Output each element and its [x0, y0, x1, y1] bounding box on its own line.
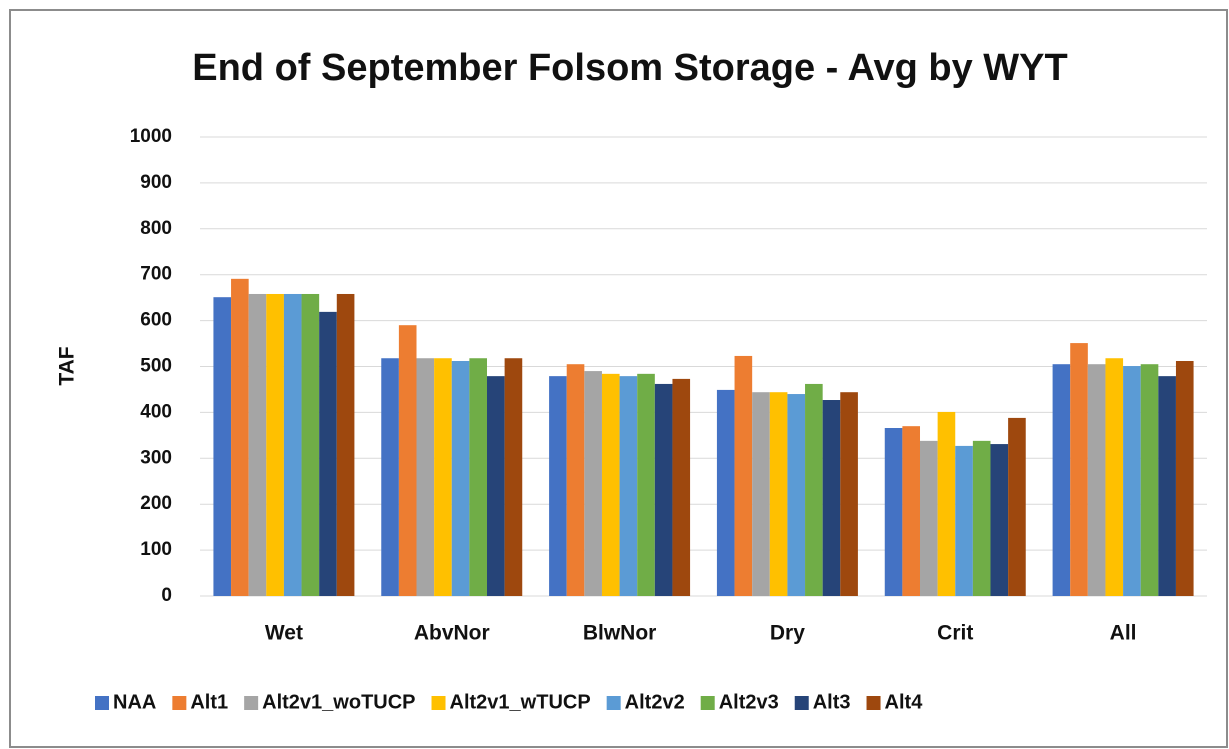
bar: [469, 358, 487, 596]
bar: [716, 389, 735, 596]
legend-label: Alt3: [813, 691, 851, 713]
legend-label: Alt2v3: [719, 691, 779, 713]
y-axis-label: TAF: [56, 346, 79, 385]
legend-swatch: [431, 696, 446, 710]
bar: [566, 364, 585, 596]
bar: [248, 293, 267, 596]
bar: [504, 358, 523, 596]
bar: [990, 444, 1009, 596]
x-tick-label: AbvNor: [414, 622, 490, 645]
bar: [213, 297, 232, 596]
bar: [451, 360, 470, 596]
bar: [486, 376, 505, 596]
chart-title: End of September Folsom Storage - Avg by…: [192, 47, 1067, 89]
x-tick-label: Crit: [937, 622, 973, 645]
legend-label: Alt2v2: [625, 691, 685, 713]
bar: [752, 392, 770, 596]
bar: [301, 293, 320, 596]
bar: [416, 358, 435, 596]
x-tick-label: Dry: [770, 622, 805, 645]
bar: [1087, 364, 1106, 596]
y-tick-label: 300: [140, 447, 172, 468]
legend-label: Alt2v1_wTUCP: [450, 691, 591, 713]
bar: [920, 440, 938, 596]
legend-swatch: [606, 696, 621, 710]
bar: [654, 383, 673, 596]
bar: [1175, 360, 1194, 596]
bar: [584, 371, 602, 596]
legend-swatch: [95, 696, 109, 710]
bar: [266, 293, 284, 596]
y-tick-label: 200: [140, 493, 172, 514]
bar: [1070, 343, 1088, 596]
bar: [1008, 417, 1026, 596]
bar: [1052, 364, 1071, 596]
y-tick-label: 0: [161, 585, 172, 606]
bar: [840, 392, 858, 596]
bar: [434, 358, 452, 596]
bar: [1140, 364, 1159, 596]
y-tick-label: 600: [140, 310, 172, 331]
bar: [805, 383, 823, 596]
legend-swatch: [700, 696, 715, 710]
bar: [1123, 366, 1141, 596]
x-tick-label: BlwNor: [583, 622, 657, 645]
bar: [787, 394, 806, 596]
x-tick-label: Wet: [265, 622, 303, 645]
bar: [637, 373, 655, 596]
bar: [619, 376, 638, 596]
legend-swatch: [172, 696, 187, 710]
y-tick-label: 700: [140, 264, 172, 285]
bar: [734, 355, 753, 596]
y-tick-label: 800: [140, 218, 172, 239]
bar: [884, 428, 903, 596]
bar: [336, 293, 355, 596]
legend-swatch: [794, 696, 809, 710]
bar: [769, 392, 788, 596]
bar: [902, 426, 921, 596]
y-tick-label: 1000: [130, 126, 172, 147]
bar: [672, 378, 691, 596]
bar: [319, 311, 337, 596]
bar: [1105, 358, 1124, 596]
bar: [549, 376, 567, 596]
legend-swatch: [866, 696, 881, 710]
legend-swatch: [244, 696, 259, 710]
bar: [937, 411, 956, 596]
x-tick-label: All: [1110, 622, 1137, 645]
bar: [1158, 376, 1176, 596]
y-tick-label: 900: [140, 172, 172, 193]
bar: [381, 358, 399, 596]
bar: [955, 445, 973, 596]
legend-label: Alt2v1_woTUCP: [262, 691, 415, 713]
legend-label: Alt4: [885, 691, 924, 713]
y-tick-label: 500: [140, 356, 172, 377]
bar: [283, 293, 302, 596]
y-tick-label: 100: [140, 539, 172, 560]
bar: [601, 373, 620, 596]
y-tick-label: 400: [140, 401, 172, 422]
bar: [231, 278, 249, 596]
legend-label: NAA: [113, 691, 156, 713]
bar: [822, 400, 841, 596]
bar: [972, 440, 991, 596]
bar: [398, 325, 417, 596]
legend-label: Alt1: [190, 691, 228, 713]
